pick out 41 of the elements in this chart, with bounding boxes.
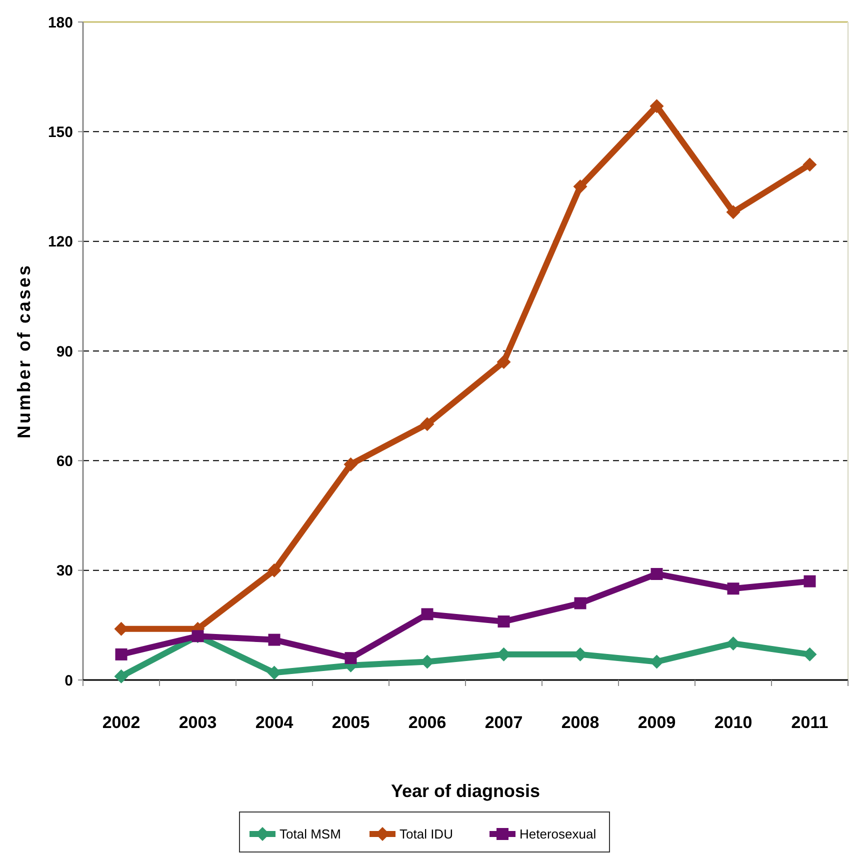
point (421, 608, 434, 620)
x-tick-label: 2006 (408, 713, 446, 732)
x-tick-label: 2008 (561, 713, 600, 732)
x-tick-label: 2003 (178, 713, 217, 732)
point (573, 180, 588, 194)
legend-label: Heterosexual (520, 826, 596, 842)
y-tick-label: 0 (64, 672, 73, 690)
y-axis-title: Number of cases (14, 263, 34, 439)
point (267, 563, 282, 578)
point (496, 354, 511, 369)
legend-label: Total IDU (400, 826, 453, 842)
point (420, 417, 434, 432)
point (650, 99, 664, 114)
y-tick-label: 150 (48, 124, 73, 141)
point (344, 652, 357, 664)
y-tick-label: 90 (56, 343, 73, 360)
y-tick-label: 60 (56, 452, 73, 470)
x-tick-label: 2007 (484, 713, 523, 732)
x-tick-label: 2011 (791, 713, 828, 732)
x-tick-label: 2004 (255, 713, 294, 732)
y-tick-label: 180 (48, 14, 73, 32)
point (727, 582, 740, 595)
x-tick-label: 2010 (714, 713, 752, 732)
point (650, 568, 663, 580)
point (726, 205, 740, 220)
point (114, 669, 128, 684)
legend-label: Total MSM (280, 826, 341, 842)
point (498, 616, 510, 628)
point (268, 634, 280, 646)
y-tick-label: 30 (56, 562, 73, 580)
point (115, 648, 128, 660)
x-axis-title: Year of diagnosis (390, 781, 540, 801)
y-tick-label: 120 (48, 234, 73, 251)
x-tick-label: 2009 (638, 713, 676, 732)
point (726, 636, 740, 650)
point (802, 158, 817, 172)
point (574, 597, 586, 610)
point (804, 575, 816, 588)
x-tick-label: 2002 (102, 713, 140, 732)
x-tick-label: 2005 (332, 713, 370, 732)
point (344, 457, 358, 472)
